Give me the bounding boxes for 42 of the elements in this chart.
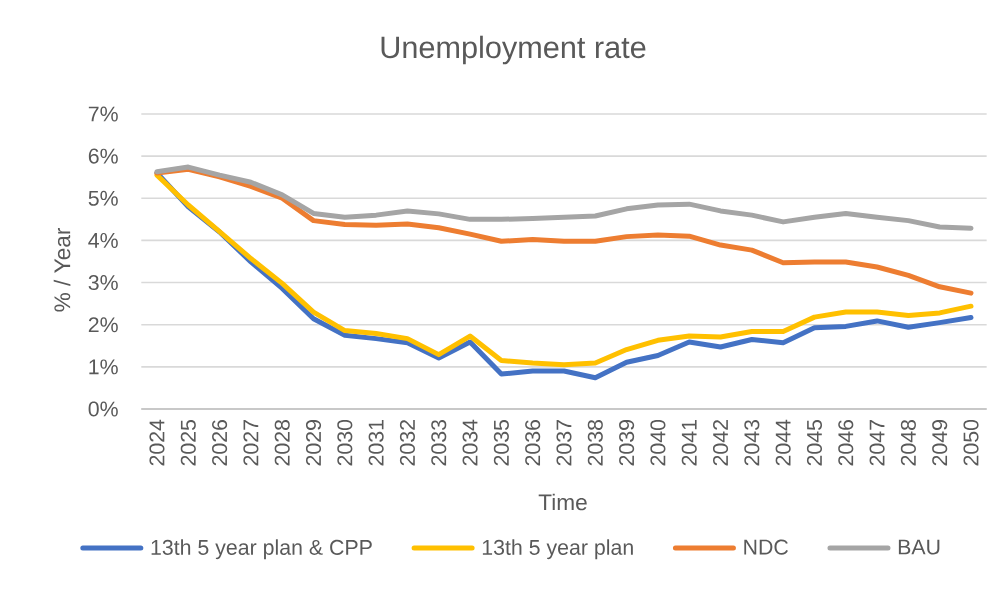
y-tick-label: 3%: [88, 275, 118, 291]
legend-label: NDC: [744, 539, 788, 555]
x-tick-label: 2030: [337, 419, 353, 466]
y-tick-label: 1%: [89, 359, 118, 375]
y-tick-label: 7%: [88, 106, 118, 122]
x-tick-label: 2039: [619, 420, 635, 466]
x-tick-label: 2045: [806, 419, 823, 466]
legend-label: 13th 5 year plan: [482, 539, 633, 560]
x-tick-label: 2043: [744, 419, 760, 466]
y-tick-label: 2%: [88, 317, 118, 333]
x-tick-label: 2044: [775, 419, 791, 466]
y-tick-label: 0%: [88, 401, 118, 417]
y-tick-label: 4%: [88, 232, 118, 248]
x-tick-label: 2033: [431, 419, 447, 466]
chart-title: Unemployment rate: [381, 35, 646, 65]
x-tick-label: 2036: [525, 419, 541, 466]
x-tick-label: 2048: [900, 419, 916, 466]
x-tick-label: 2050: [963, 419, 979, 466]
x-tick-label: 2042: [712, 420, 729, 466]
x-tick-label: 2040: [650, 419, 666, 466]
y-axis-title: % / Year: [53, 227, 71, 312]
x-tick-label: 2041: [681, 420, 697, 466]
x-tick-label: 2038: [587, 419, 603, 466]
x-tick-label: 2026: [212, 419, 228, 466]
x-tick-label: 2028: [274, 419, 290, 466]
y-tick-label: 6%: [88, 148, 118, 164]
x-tick-label: 2035: [493, 419, 509, 466]
x-tick-label: 2037: [556, 420, 572, 466]
x-axis-title: Time: [538, 493, 587, 511]
x-tick-label: 2034: [462, 419, 478, 466]
x-tick-label: 2047: [869, 420, 885, 466]
legend-label: BAU: [898, 539, 940, 555]
x-tick-label: 2024: [149, 419, 165, 466]
legend-label: 13th 5 year plan & CPP: [151, 539, 372, 560]
y-tick-label: 5%: [88, 190, 118, 206]
x-tick-label: 2031: [368, 420, 384, 466]
x-tick-label: 2046: [838, 419, 854, 466]
x-tick-label: 2027: [243, 420, 259, 466]
x-tick-label: 2032: [399, 420, 415, 466]
x-tick-label: 2049: [932, 420, 948, 466]
x-tick-label: 2025: [180, 419, 196, 466]
x-tick-label: 2029: [305, 420, 322, 466]
